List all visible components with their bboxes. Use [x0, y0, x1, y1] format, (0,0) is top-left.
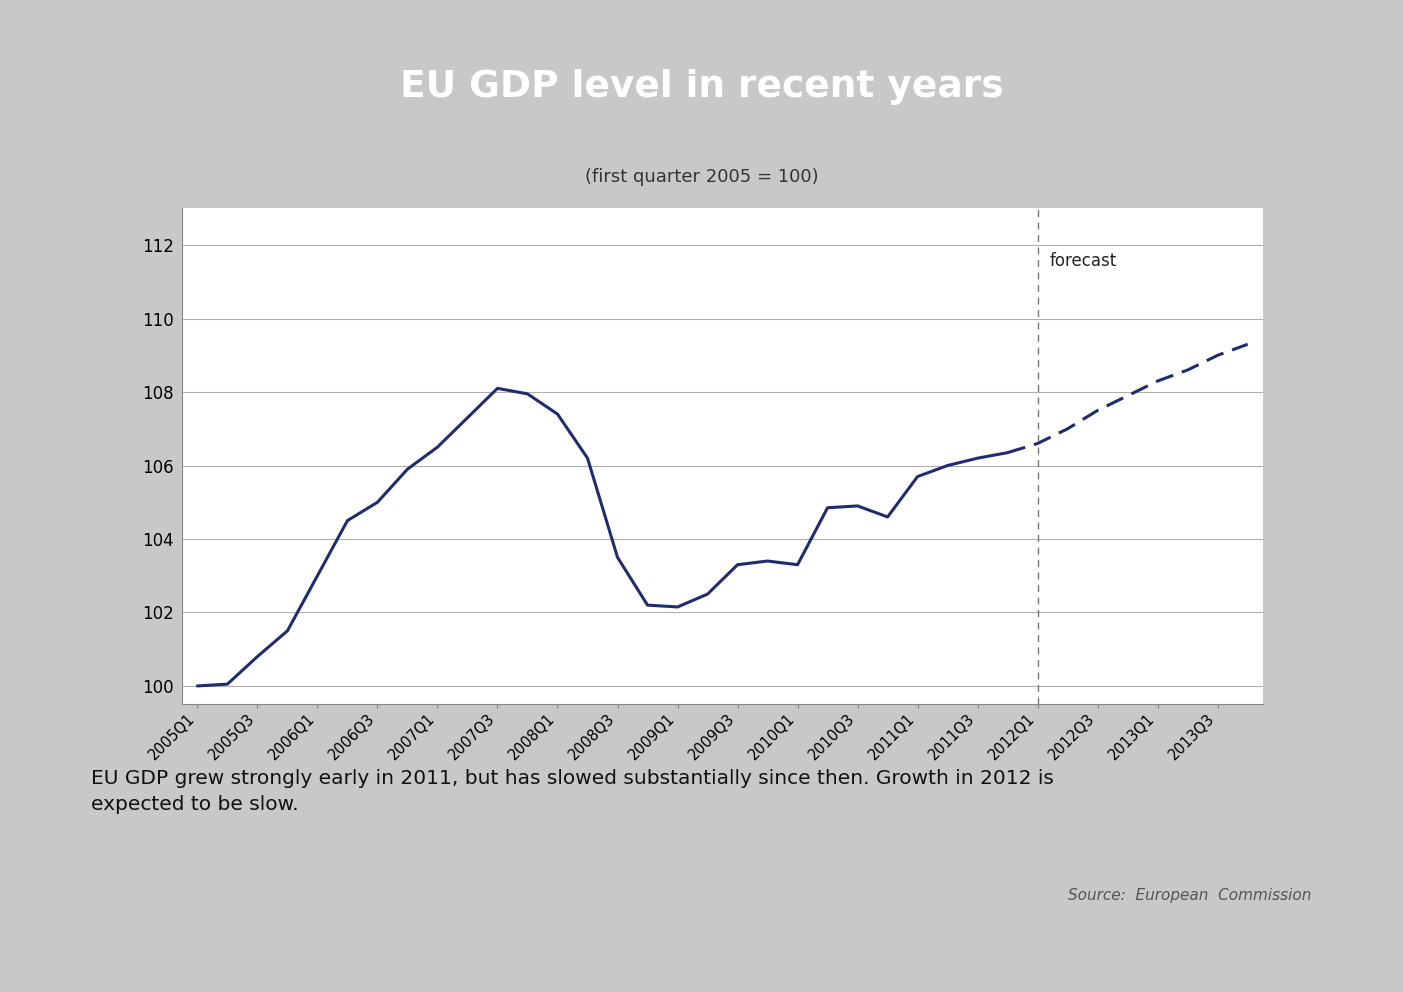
Text: Source:  European  Commission: Source: European Commission — [1069, 888, 1312, 903]
Text: (first quarter 2005 = 100): (first quarter 2005 = 100) — [585, 168, 818, 186]
Text: forecast: forecast — [1049, 252, 1117, 271]
Text: EU GDP level in recent years: EU GDP level in recent years — [400, 68, 1003, 105]
Text: EU GDP grew strongly early in 2011, but has slowed substantially since then. Gro: EU GDP grew strongly early in 2011, but … — [91, 769, 1054, 814]
